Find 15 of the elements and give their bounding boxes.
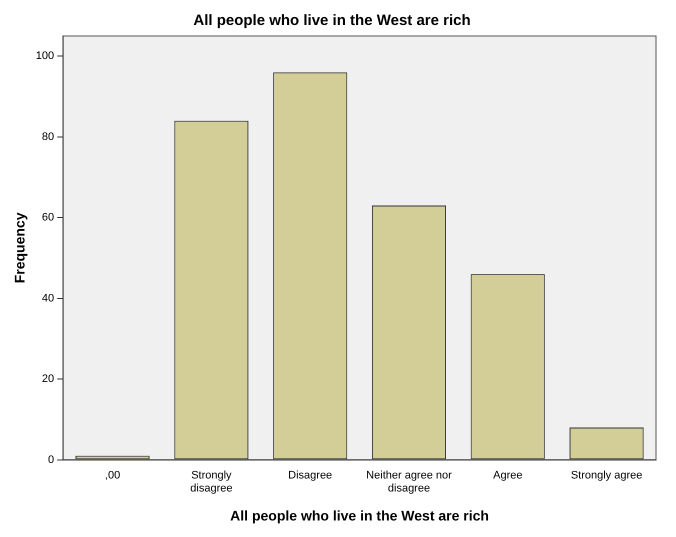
y-tick-label: 60	[42, 212, 54, 224]
x-axis-title: All people who live in the West are rich	[230, 507, 489, 524]
x-tick-label: Agree	[493, 469, 522, 482]
x-tick-label: Strongly agree	[570, 469, 642, 482]
y-tick-label: 80	[42, 130, 54, 143]
x-tick-label: Disagree	[288, 469, 332, 482]
y-tick-label: 100	[36, 50, 54, 62]
chart-title: All people who live in the West are rich	[193, 12, 471, 30]
y-tick-label: 0	[48, 454, 54, 466]
x-tick-label: Strongly disagree	[190, 469, 232, 495]
y-tick-label: 20	[42, 373, 54, 386]
x-tick-label: Neither agree nor disagree	[366, 469, 452, 495]
x-tick-label: ,00	[104, 469, 120, 482]
y-tick-label: 40	[42, 292, 54, 304]
y-axis-title: Frequency	[11, 212, 28, 284]
